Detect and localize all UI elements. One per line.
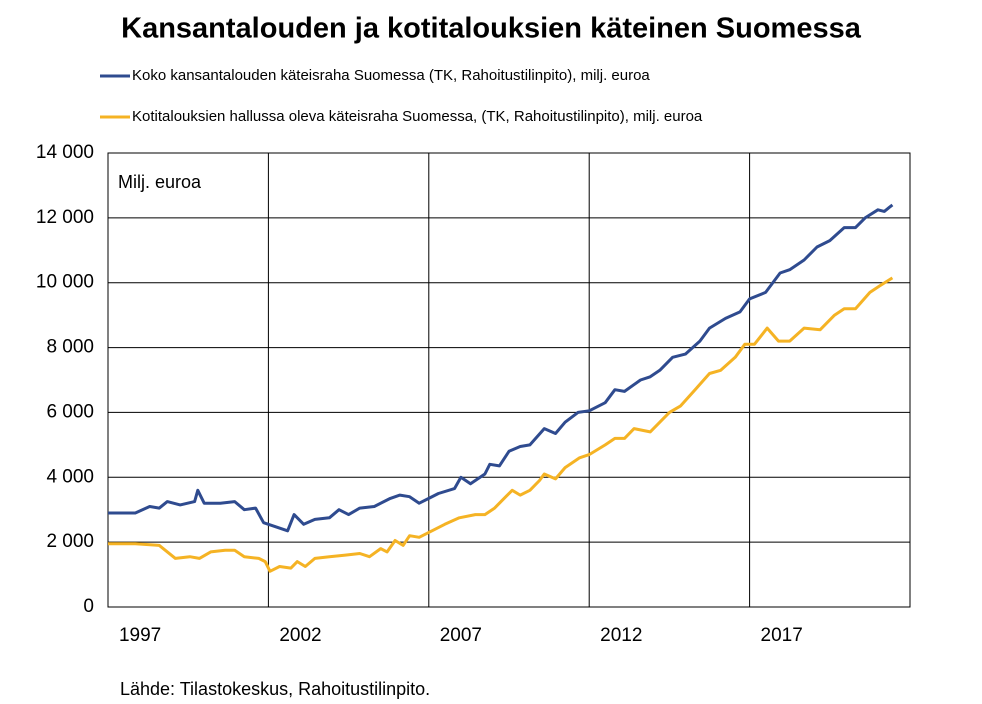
data-line [108,203,894,533]
x-tick-label: 2002 [279,625,321,646]
y-tick-label: 12 000 [36,207,94,228]
x-tick-label: 1997 [119,625,161,646]
source-note: Lähde: Tilastokeskus, Rahoitustilinpito. [120,679,430,699]
x-tick-label: 2007 [440,625,482,646]
plot-frame [107,152,911,608]
chart-title: Kansantalouden ja kotitalouksien käteine… [121,13,862,45]
y-tick-label: 14 000 [36,142,94,163]
legend-label: Kotitalouksien hallussa oleva käteisraha… [132,108,703,125]
legend-label: Koko kansantalouden käteisraha Suomessa … [132,67,650,84]
y-tick-label: 4 000 [46,466,94,487]
y-tick-label: 6 000 [46,401,94,422]
data-line [108,276,894,573]
y-tick-label: 0 [83,596,94,617]
unit-annotation: Milj. euroa [118,172,202,192]
x-tick-label: 2017 [761,625,803,646]
x-tick-label: 2012 [600,625,642,646]
y-tick-label: 2 000 [46,531,94,552]
y-tick-label: 8 000 [46,337,94,358]
y-tick-label: 10 000 [36,272,94,293]
